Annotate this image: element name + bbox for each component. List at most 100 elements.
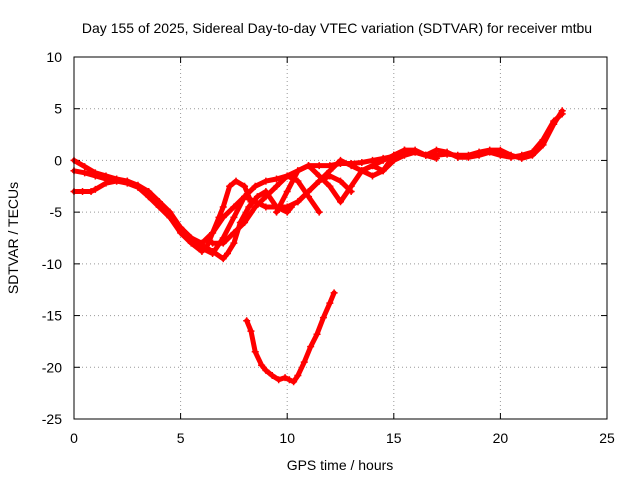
y-tick-label: -25 — [42, 411, 62, 427]
plot-border — [73, 56, 608, 420]
data-point — [518, 151, 526, 159]
data-point — [422, 151, 430, 159]
y-tick-label: -5 — [50, 204, 63, 220]
data-point — [454, 153, 462, 161]
data-point — [290, 378, 298, 386]
y-ticks: -25 -20 -15 -10 -5 0 5 10 — [42, 49, 607, 427]
data-point — [245, 203, 253, 211]
data-point — [87, 187, 95, 195]
data-point — [198, 239, 206, 247]
y-tick-label: -10 — [42, 256, 62, 272]
data-point — [307, 343, 315, 351]
data-point — [155, 198, 163, 206]
data-point — [326, 182, 334, 190]
data-point — [368, 172, 376, 180]
data-point — [243, 317, 251, 325]
data-point — [368, 162, 376, 170]
data-point — [262, 203, 270, 211]
data-point — [358, 158, 366, 166]
grid — [74, 57, 607, 419]
data-point — [81, 163, 89, 171]
x-tick-label: 5 — [177, 430, 185, 446]
data-point — [219, 213, 227, 221]
data-point — [550, 117, 558, 125]
series-layer — [70, 107, 566, 386]
data-point — [241, 218, 249, 226]
data-point — [219, 255, 227, 263]
data-point — [507, 153, 515, 161]
data-point — [123, 177, 131, 185]
data-point — [253, 193, 261, 201]
data-point — [411, 146, 419, 154]
data-point — [315, 162, 323, 170]
data-point — [337, 156, 344, 164]
data-point — [241, 193, 249, 201]
data-point — [209, 250, 217, 258]
data-point — [305, 162, 313, 170]
data-point — [294, 198, 302, 206]
data-point — [230, 213, 238, 221]
data-point — [475, 151, 483, 159]
x-tick-label: 10 — [279, 430, 295, 446]
data-point — [390, 151, 398, 159]
data-point — [113, 177, 121, 185]
data-point — [219, 239, 227, 247]
data-point — [145, 187, 153, 195]
data-point — [486, 148, 494, 156]
data-point — [464, 153, 472, 161]
x-ticks: 0 5 10 15 20 25 — [70, 57, 615, 446]
data-point — [313, 330, 321, 338]
data-point — [283, 187, 291, 195]
data-point — [379, 156, 387, 164]
data-point — [283, 172, 291, 180]
data-point — [230, 203, 238, 211]
chart-title: Day 155 of 2025, Sidereal Day-to-day VTE… — [82, 20, 592, 36]
data-point — [432, 146, 440, 154]
data-point — [400, 146, 408, 154]
data-point — [177, 224, 185, 232]
data-point — [262, 366, 270, 374]
y-tick-label: 10 — [46, 49, 62, 65]
data-point — [230, 229, 238, 237]
data-point — [337, 198, 344, 206]
y-tick-label: 0 — [54, 152, 62, 168]
data-point — [91, 172, 99, 180]
data-point — [326, 167, 334, 175]
data-point — [539, 136, 547, 144]
data-point — [294, 177, 302, 185]
data-point — [315, 177, 323, 185]
data-point — [226, 182, 234, 190]
x-tick-label: 0 — [70, 430, 78, 446]
y-axis-label: SDTVAR / TECUs — [5, 182, 21, 294]
series-trace-h — [358, 110, 566, 175]
data-point — [283, 203, 291, 211]
data-point — [251, 203, 259, 211]
data-point — [275, 376, 283, 384]
data-point — [305, 187, 313, 195]
data-point — [219, 203, 227, 211]
data-point — [347, 182, 355, 190]
data-point — [91, 185, 99, 193]
data-point — [134, 182, 142, 190]
data-point — [224, 250, 232, 258]
data-point — [294, 167, 302, 175]
data-point — [258, 361, 266, 369]
x-tick-label: 25 — [599, 430, 615, 446]
data-point — [81, 169, 89, 177]
data-point — [558, 110, 566, 118]
data-point — [273, 182, 281, 190]
x-tick-label: 15 — [386, 430, 402, 446]
data-point — [315, 208, 323, 216]
data-point — [251, 182, 259, 190]
data-point — [247, 327, 255, 335]
x-tick-label: 20 — [493, 430, 509, 446]
data-point — [528, 148, 536, 156]
data-point — [232, 177, 240, 185]
data-point — [319, 314, 327, 322]
data-point — [496, 151, 504, 159]
data-point — [294, 372, 302, 380]
y-tick-label: -20 — [42, 359, 62, 375]
data-point — [230, 239, 238, 247]
data-point — [209, 239, 217, 247]
